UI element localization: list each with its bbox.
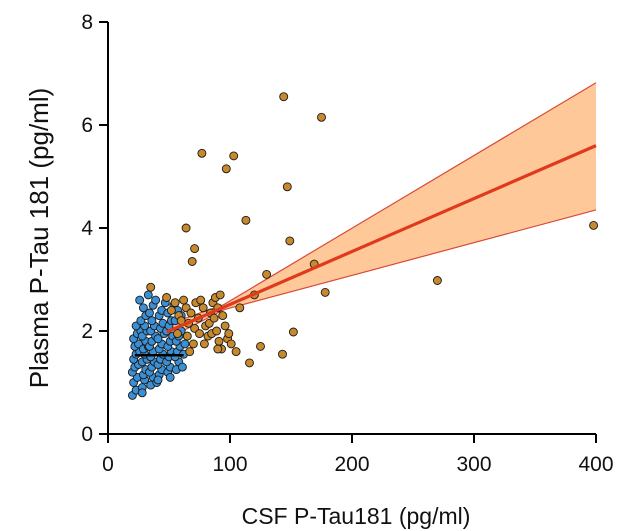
- data-point-high: [213, 344, 223, 354]
- data-point-high: [285, 236, 295, 246]
- y-tick-label: 4: [81, 217, 93, 240]
- data-point-high: [262, 269, 272, 279]
- regression-fit-layer: [134, 144, 597, 357]
- data-point-high: [196, 295, 206, 305]
- data-point-high: [278, 349, 287, 359]
- data-point-low: [147, 316, 157, 326]
- y-tick-labels: 0 2 4 6 8: [81, 11, 93, 446]
- data-point-high: [170, 298, 180, 308]
- data-point-low: [153, 334, 163, 344]
- x-axis-label: CSF P-Tau181 (pg/ml): [242, 503, 471, 529]
- x-tick-labels: 0 100 200 300 400: [102, 453, 613, 476]
- data-point-high: [185, 347, 195, 357]
- y-tick-label: 2: [81, 320, 93, 343]
- data-point-high: [221, 164, 231, 174]
- data-point-low: [153, 375, 163, 385]
- ci-upper-edge: [166, 82, 597, 326]
- x-tick-label: 300: [456, 453, 491, 476]
- data-point-low: [137, 388, 147, 398]
- data-point-high: [173, 329, 182, 339]
- data-point-high: [182, 331, 192, 341]
- data-point-high: [181, 223, 191, 233]
- data-point-high: [162, 293, 172, 302]
- y-tick-label: 0: [81, 423, 93, 446]
- data-point-high: [317, 112, 326, 122]
- x-tick-label: 100: [212, 453, 247, 476]
- ci-lower-edge: [166, 209, 597, 340]
- data-point-high: [224, 329, 234, 339]
- data-point-low: [165, 372, 175, 382]
- data-point-high: [212, 326, 222, 336]
- data-point-high: [245, 358, 254, 368]
- data-point-low: [177, 362, 187, 372]
- data-point-high: [215, 290, 225, 300]
- data-point-high: [589, 220, 599, 230]
- confidence-band-layer: [166, 82, 597, 340]
- data-point-high: [197, 148, 207, 158]
- data-point-high: [256, 341, 265, 351]
- data-point-high: [195, 329, 204, 339]
- data-point-high: [432, 276, 442, 285]
- data-point-high: [179, 295, 189, 305]
- data-point-high: [229, 151, 239, 161]
- data-point-high: [231, 347, 241, 357]
- data-point-high: [186, 308, 196, 318]
- x-tick-label: 0: [102, 453, 114, 476]
- data-point-high: [187, 257, 197, 266]
- y-tick-label: 6: [81, 114, 93, 137]
- data-point-high: [190, 244, 200, 254]
- data-point-low: [138, 303, 148, 313]
- data-point-high: [279, 92, 289, 102]
- data-point-high: [198, 303, 208, 313]
- data-point-low: [143, 290, 153, 300]
- x-tick-label: 200: [334, 453, 369, 476]
- data-point-high: [320, 287, 330, 297]
- data-point-low: [180, 339, 190, 349]
- data-point-high: [188, 339, 198, 349]
- regression-line: [165, 144, 597, 334]
- data-point-high: [209, 313, 219, 323]
- data-point-high: [166, 305, 176, 315]
- data-point-high: [214, 336, 224, 346]
- data-point-high: [241, 215, 251, 225]
- axes: [99, 21, 597, 443]
- data-point-high: [146, 282, 156, 292]
- data-point-high: [235, 303, 245, 313]
- y-tick-label: 8: [81, 11, 93, 34]
- data-point-high: [218, 311, 228, 321]
- x-tick-label: 400: [578, 453, 613, 476]
- data-point-high: [226, 339, 236, 349]
- data-point-high: [220, 321, 230, 331]
- data-point-low: [145, 308, 154, 318]
- data-point-high: [199, 339, 209, 349]
- y-axis-label: Plasma P-Tau 181 (pg/ml): [24, 88, 54, 389]
- data-points-layer: [127, 92, 599, 400]
- data-point-high: [288, 327, 298, 337]
- data-point-high: [282, 182, 292, 192]
- data-point-low: [135, 295, 145, 305]
- data-point-low: [151, 295, 161, 305]
